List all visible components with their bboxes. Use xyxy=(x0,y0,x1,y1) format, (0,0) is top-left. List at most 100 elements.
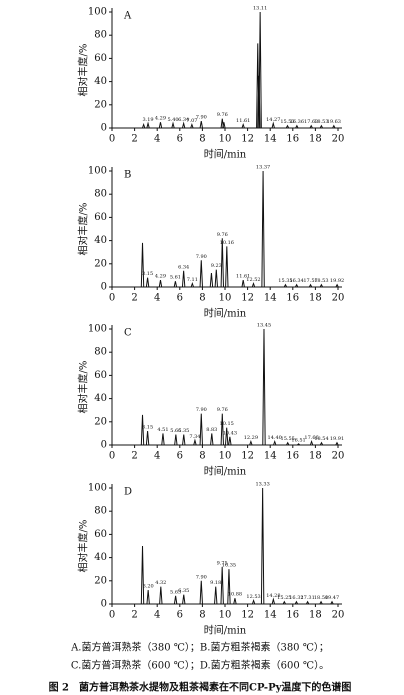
peak-label: 17.31 xyxy=(300,595,314,601)
peak-label: 9.75 xyxy=(217,560,228,566)
y-tick-label: 20 xyxy=(94,258,107,269)
x-tick-label: 8 xyxy=(199,293,205,304)
peak-label: 6.35 xyxy=(178,428,189,434)
x-tick-label: 16 xyxy=(286,293,299,304)
peak xyxy=(251,281,256,288)
peak xyxy=(282,600,286,605)
peak-label: 10.16 xyxy=(220,240,234,246)
peak xyxy=(199,120,203,129)
peak-label: 9.76 xyxy=(217,112,228,118)
x-tick-label: 20 xyxy=(332,451,345,462)
x-tick-label: 0 xyxy=(109,293,115,304)
peak xyxy=(294,600,299,605)
peak-label: 7.90 xyxy=(196,115,207,121)
y-tick-label: 100 xyxy=(88,324,107,335)
peak xyxy=(220,566,224,605)
peak xyxy=(332,124,336,129)
x-tick-label: 2 xyxy=(131,451,137,462)
peak-label: 13.45 xyxy=(257,323,271,329)
peak-label: 14.27 xyxy=(266,117,280,123)
peak xyxy=(273,439,277,446)
peak-label: 9.76 xyxy=(217,232,228,238)
peak xyxy=(199,413,203,446)
peak xyxy=(319,600,323,605)
y-tick-label: 100 xyxy=(88,7,107,18)
peak-label: 9.18 xyxy=(210,580,221,586)
y-axis-label: 相对丰度/% xyxy=(77,203,90,256)
peak-label: 11.61 xyxy=(236,118,250,124)
x-tick-label: 0 xyxy=(109,134,115,145)
peak xyxy=(145,431,150,446)
peak xyxy=(227,569,231,605)
x-tick-label: 2 xyxy=(131,134,137,145)
peak-label: 19.91 xyxy=(330,436,344,442)
y-axis-label: 相对丰度/% xyxy=(77,44,90,97)
peak-label: 12.29 xyxy=(244,435,258,441)
peak-label: 19.47 xyxy=(325,595,339,601)
peak xyxy=(286,441,290,446)
peak xyxy=(193,438,197,446)
peak xyxy=(335,441,339,446)
x-tick-label: 16 xyxy=(286,134,299,145)
peak xyxy=(222,122,226,129)
peak-label: 4.29 xyxy=(155,116,166,122)
peak xyxy=(199,580,203,605)
peak xyxy=(220,238,224,288)
peak-label: 16.36 xyxy=(290,119,304,125)
peak-label: 14.40 xyxy=(268,435,282,441)
x-tick-label: 0 xyxy=(109,451,115,462)
y-tick-label: 60 xyxy=(94,53,107,64)
peak xyxy=(158,279,163,288)
y-tick-label: 80 xyxy=(94,30,107,41)
x-tick-label: 2 xyxy=(131,610,137,621)
caption-title: 图 2 菌方普洱熟茶水提物及粗茶褐素在不同CP-Py温度下的色谱图 xyxy=(49,681,352,694)
peak xyxy=(262,328,266,446)
x-tick-label: 16 xyxy=(286,610,299,621)
peak-label: 17.66 xyxy=(304,435,318,441)
peak xyxy=(141,122,146,129)
peak-label: 14.28 xyxy=(266,593,280,599)
x-tick-label: 14 xyxy=(264,134,277,145)
peak-label: 4.32 xyxy=(155,580,166,586)
peak-label: 13.11 xyxy=(253,6,267,12)
x-tick-label: 20 xyxy=(332,610,345,621)
peak-label: 16.51 xyxy=(291,437,305,443)
peak xyxy=(174,434,178,446)
x-tick-label: 18 xyxy=(309,451,322,462)
x-tick-label: 12 xyxy=(241,134,254,145)
peak xyxy=(140,414,145,446)
y-tick-label: 0 xyxy=(101,123,107,134)
peak xyxy=(309,124,313,129)
peak-label: 7.90 xyxy=(196,407,207,413)
x-tick-label: 10 xyxy=(219,451,232,462)
peak xyxy=(182,594,186,605)
peak-label: 12.52 xyxy=(246,277,260,283)
y-tick-label: 80 xyxy=(94,506,107,517)
peak xyxy=(161,433,165,446)
peak-label: 15.53 xyxy=(280,119,294,125)
peak-label: 17.57 xyxy=(303,278,317,284)
peak-label: 5.40 xyxy=(167,117,178,123)
peak-label: 10.15 xyxy=(220,421,234,427)
peak xyxy=(335,283,339,288)
peak-label: 16.32 xyxy=(289,595,303,601)
peak xyxy=(146,121,150,129)
x-tick-label: 6 xyxy=(177,451,183,462)
peak xyxy=(145,277,150,288)
peak-label: 15.35 xyxy=(278,278,292,284)
peak xyxy=(260,487,265,605)
peak-label: 15.25 xyxy=(277,595,291,601)
y-tick-label: 80 xyxy=(94,347,107,358)
peak xyxy=(319,124,324,129)
x-tick-label: 18 xyxy=(309,293,322,304)
x-tick-label: 14 xyxy=(264,610,277,621)
peak-label: 5.65 xyxy=(170,428,181,434)
peak-label: 10.43 xyxy=(223,430,237,436)
peak-label: 4.51 xyxy=(157,427,168,433)
peak xyxy=(251,598,256,605)
peak xyxy=(182,434,186,446)
x-axis-label: 时间/min xyxy=(204,148,247,161)
x-tick-label: 12 xyxy=(241,293,254,304)
peak xyxy=(261,170,265,288)
peak-label: 4.29 xyxy=(155,274,166,280)
